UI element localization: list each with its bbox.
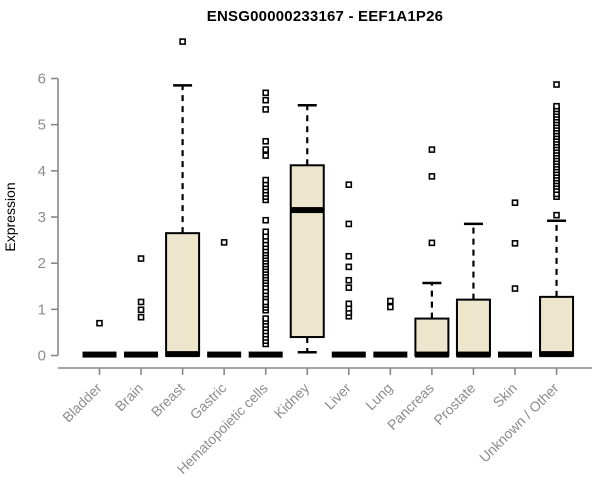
outlier-point xyxy=(345,252,353,260)
box-group-liver xyxy=(331,181,366,358)
x-tick-label: Breast xyxy=(148,380,188,420)
median-bar xyxy=(498,351,532,358)
median-bar xyxy=(290,207,325,214)
x-tick-label: Kidney xyxy=(271,380,313,422)
outlier-point xyxy=(345,300,353,308)
y-tick-label: 2 xyxy=(38,255,46,272)
outlier-point xyxy=(387,297,394,305)
outlier-point xyxy=(96,319,103,327)
outlier-point xyxy=(262,176,270,184)
median-bar xyxy=(414,351,449,358)
median-bar xyxy=(456,351,491,358)
y-tick-label: 5 xyxy=(38,117,46,134)
outlier-point xyxy=(345,276,353,284)
outlier-point xyxy=(428,239,436,247)
outlier-point xyxy=(262,216,270,224)
outlier-point xyxy=(262,96,270,104)
x-tick-label: Prostate xyxy=(430,380,478,428)
median-bar xyxy=(165,351,200,358)
box-group-hematopoietic-cells xyxy=(248,89,283,358)
median-bar xyxy=(539,351,574,358)
y-tick-label: 4 xyxy=(38,163,46,180)
outlier-point xyxy=(262,89,270,97)
y-tick-label: 3 xyxy=(38,209,46,226)
outlier-point xyxy=(428,146,436,153)
box-group-breast xyxy=(165,38,201,358)
x-tick-label: Lung xyxy=(362,380,395,413)
box-rect xyxy=(165,232,201,357)
outlier-point xyxy=(262,228,270,236)
x-tick-label: Liver xyxy=(321,380,354,413)
box-group-skin xyxy=(498,199,532,358)
outlier-point xyxy=(511,199,519,206)
outlier-point xyxy=(553,81,560,88)
median-bar xyxy=(82,351,117,358)
box-rect xyxy=(289,164,325,339)
outlier-point xyxy=(137,255,145,262)
x-tick-label: Brain xyxy=(112,380,146,414)
outlier-point xyxy=(345,284,353,291)
outlier-point xyxy=(137,306,145,314)
outlier-point xyxy=(511,240,519,247)
outlier-point xyxy=(220,239,228,246)
box-group-brain xyxy=(124,255,159,358)
outlier-point xyxy=(387,303,394,311)
outlier-point xyxy=(137,298,145,306)
outlier-point xyxy=(262,298,270,306)
median-bar xyxy=(373,351,408,358)
y-tick-label: 6 xyxy=(38,71,46,88)
box-group-gastric xyxy=(207,239,242,358)
outlier-point xyxy=(428,173,436,180)
box-rect xyxy=(539,295,575,357)
outlier-point xyxy=(262,315,270,322)
outlier-point xyxy=(511,285,519,292)
boxplot-series xyxy=(82,38,575,358)
box-group-kidney xyxy=(289,104,325,354)
box-rect xyxy=(455,298,491,357)
box-group-pancreas xyxy=(414,146,450,358)
outlier-point xyxy=(553,211,560,219)
box-group-prostate xyxy=(455,222,491,358)
chart-title: ENSG00000233167 - EEF1A1P26 xyxy=(207,8,443,25)
outlier-point xyxy=(262,106,270,113)
y-axis-label: Expression xyxy=(2,182,18,251)
outlier-point xyxy=(345,263,353,271)
median-bar xyxy=(124,351,159,358)
outlier-point xyxy=(262,137,270,145)
outlier-point xyxy=(262,152,270,159)
outlier-point xyxy=(262,146,270,153)
outlier-point xyxy=(179,38,186,45)
median-bar xyxy=(207,351,242,358)
box-rect xyxy=(414,317,450,357)
x-tick-label: Bladder xyxy=(59,380,105,426)
x-tick-label: Unknown / Other xyxy=(476,380,562,466)
outlier-point xyxy=(345,220,353,228)
x-tick-label: Skin xyxy=(490,380,521,411)
outlier-point xyxy=(345,181,353,188)
box-group-lung xyxy=(373,297,408,358)
outlier-point xyxy=(553,102,560,110)
outlier-point xyxy=(137,313,145,321)
y-tick-label: 1 xyxy=(38,301,46,318)
median-bar xyxy=(248,351,283,358)
median-bar xyxy=(331,351,366,358)
box-group-unknown-other xyxy=(539,81,575,358)
box-group-bladder xyxy=(82,319,117,358)
y-tick-label: 0 xyxy=(38,348,46,365)
